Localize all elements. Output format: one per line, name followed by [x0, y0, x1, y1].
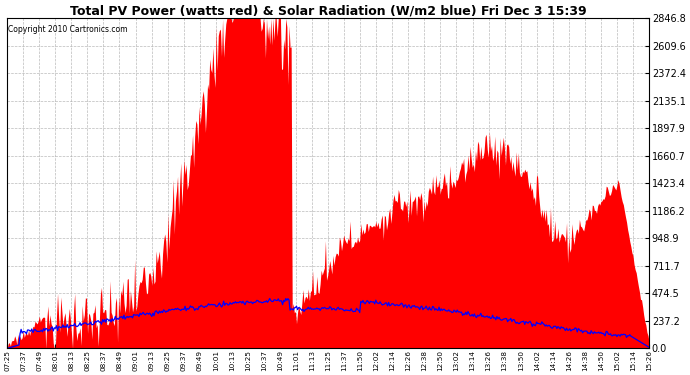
Title: Total PV Power (watts red) & Solar Radiation (W/m2 blue) Fri Dec 3 15:39: Total PV Power (watts red) & Solar Radia…: [70, 4, 586, 17]
Text: Copyright 2010 Cartronics.com: Copyright 2010 Cartronics.com: [8, 25, 128, 34]
